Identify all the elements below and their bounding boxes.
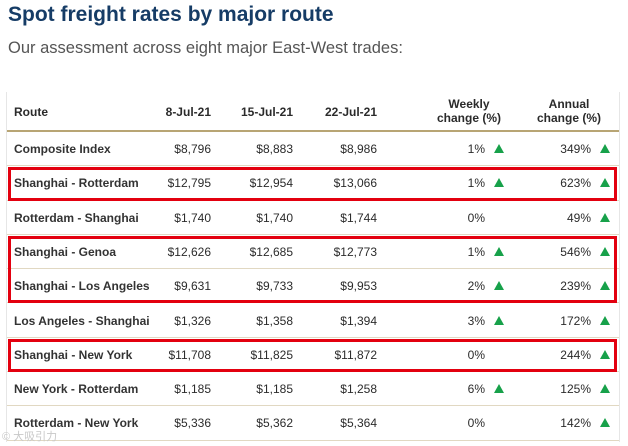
rate-15-jul-cell: $8,883 [256, 142, 293, 156]
triangle-up-icon [600, 212, 610, 222]
header-annual-change: Annual change (%) [529, 97, 609, 125]
triangle-up-icon [600, 418, 610, 428]
table-row: New York - Rotterdam $1,185 $1,185 $1,258 6%… [7, 372, 619, 407]
triangle-up-icon [494, 178, 504, 188]
annual-change-cell: 349% [560, 142, 591, 156]
rate-22-jul-cell: $1,744 [340, 210, 377, 225]
header-weekly-change: Weekly change (%) [429, 97, 509, 125]
rate-8-jul-cell: $9,631 [174, 279, 211, 294]
table-row: Rotterdam - Shanghai $1,740 $1,740 $1,744 0%… [7, 201, 619, 235]
annual-change-cell: 49% [566, 210, 591, 225]
table-row: Los Angeles - Shanghai $1,326 $1,358 $1,394… [7, 304, 619, 338]
triangle-up-icon [600, 246, 610, 256]
header-annual-line2: change (%) [536, 111, 601, 125]
table-row: Shanghai - New York $11,708 $11,825 $11,872… [7, 338, 619, 373]
triangle-up-icon [600, 281, 610, 291]
freight-rates-table: Route 8-Jul-21 15-Jul-21 22-Jul-21 Weekl… [6, 92, 620, 442]
route-cell: New York - Rotterdam [14, 382, 139, 397]
rate-22-jul-cell: $12,773 [333, 244, 377, 259]
rate-22-jul-cell: $11,872 [334, 347, 378, 362]
header-annual-line1: Annual [548, 97, 590, 111]
rate-8-jul-cell: $11,708 [168, 347, 212, 362]
weekly-change-cell: 2% [467, 279, 485, 294]
header-weekly-line2: change (%) [436, 111, 501, 125]
table-row: Composite Index $8,796 $8,883 $8,986 1% 349% [7, 132, 619, 167]
triangle-up-icon [494, 144, 504, 153]
weekly-change-cell: 0% [467, 416, 485, 431]
table-header: Route 8-Jul-21 15-Jul-21 22-Jul-21 Weekl… [7, 92, 619, 132]
triangle-up-icon [494, 246, 504, 256]
page-title: Spot freight rates by major route [8, 3, 334, 26]
rate-15-jul-cell: $9,733 [256, 279, 293, 294]
rate-15-jul-cell: $1,740 [256, 210, 293, 225]
annual-change-cell: 172% [560, 313, 591, 328]
rate-22-jul-cell: $1,258 [340, 382, 377, 397]
annual-change-cell: 239% [560, 279, 591, 294]
rate-15-jul-cell: $1,358 [256, 313, 293, 328]
rate-15-jul-cell: $11,825 [250, 347, 294, 362]
rate-22-jul-cell: $8,986 [340, 142, 377, 156]
highlight-box [8, 235, 617, 304]
rate-15-jul-cell: $12,954 [249, 176, 293, 191]
weekly-change-cell: 1% [467, 176, 485, 191]
route-cell: Rotterdam - New York [14, 416, 139, 431]
annual-change-cell: 142% [560, 416, 591, 431]
header-date-2: 15-Jul-21 [240, 105, 293, 119]
triangle-up-icon [494, 281, 504, 291]
triangle-up-icon [494, 315, 504, 325]
rate-8-jul-cell: $1,740 [174, 210, 211, 225]
rate-8-jul-cell: $8,796 [174, 142, 211, 156]
weekly-change-cell: 1% [467, 142, 485, 156]
header-route: Route [14, 105, 48, 119]
route-cell: Los Angeles - Shanghai [14, 313, 150, 328]
annual-change-cell: 623% [560, 176, 591, 191]
triangle-up-icon [600, 384, 610, 394]
header-date-3: 22-Jul-21 [324, 105, 377, 119]
header-weekly-line1: Weekly [448, 97, 490, 111]
rate-15-jul-cell: $12,685 [249, 244, 293, 259]
route-cell: Rotterdam - Shanghai [14, 210, 139, 225]
triangle-up-icon [600, 178, 610, 188]
annual-change-cell: 546% [560, 244, 591, 259]
weekly-change-cell: 0% [467, 210, 485, 225]
highlight-box [8, 167, 617, 201]
route-cell: Composite Index [14, 142, 111, 156]
route-cell: Shanghai - Los Angeles [14, 279, 150, 294]
rate-22-jul-cell: $9,953 [340, 279, 377, 294]
annual-change-cell: 125% [560, 382, 591, 397]
table-row: Shanghai - Genoa $12,626 $12,685 $12,773 1% 5… [7, 235, 619, 270]
weekly-change-cell: 6% [467, 382, 485, 397]
table-row: Rotterdam - New York $5,336 $5,362 $5,364 0%… [7, 406, 619, 441]
rate-22-jul-cell: $5,364 [340, 416, 377, 431]
route-cell: Shanghai - Rotterdam [14, 176, 139, 191]
rate-15-jul-cell: $1,185 [256, 382, 293, 397]
rate-8-jul-cell: $1,185 [174, 382, 211, 397]
triangle-up-icon [494, 384, 504, 394]
rate-8-jul-cell: $12,626 [167, 244, 211, 259]
header-date-1: 8-Jul-21 [165, 105, 211, 119]
triangle-up-icon [600, 315, 610, 325]
watermark: © 大吸引力 [2, 431, 58, 443]
rate-8-jul-cell: $1,326 [174, 313, 211, 328]
rate-22-jul-cell: $13,066 [333, 176, 377, 191]
weekly-change-cell: 0% [467, 347, 485, 362]
rate-8-jul-cell: $5,336 [174, 416, 211, 431]
triangle-up-icon [600, 144, 610, 153]
triangle-up-icon [600, 349, 610, 359]
weekly-change-cell: 1% [467, 244, 485, 259]
page-subtitle: Our assessment across eight major East-W… [8, 39, 403, 57]
rate-22-jul-cell: $1,394 [340, 313, 377, 328]
highlight-box [8, 338, 617, 373]
weekly-change-cell: 3% [467, 313, 485, 328]
annual-change-cell: 244% [560, 347, 591, 362]
rate-8-jul-cell: $12,795 [167, 176, 211, 191]
route-cell: Shanghai - Genoa [14, 244, 117, 259]
rate-15-jul-cell: $5,362 [256, 416, 293, 431]
route-cell: Shanghai - New York [14, 347, 133, 362]
